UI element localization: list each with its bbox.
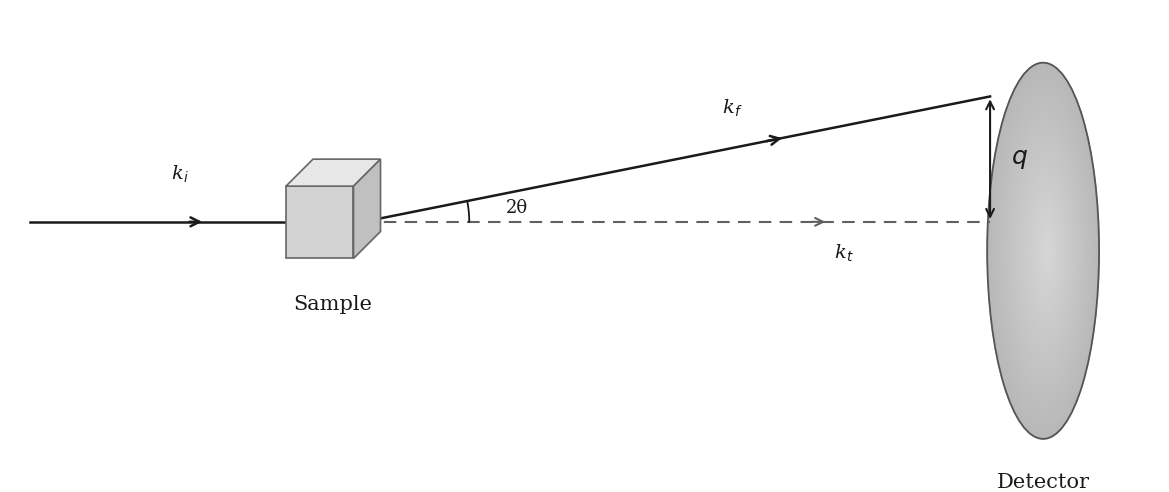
Text: $q$: $q$ — [1011, 148, 1029, 171]
Ellipse shape — [989, 67, 1098, 434]
Ellipse shape — [1022, 171, 1070, 331]
Ellipse shape — [1036, 213, 1058, 288]
Ellipse shape — [1045, 242, 1050, 260]
Ellipse shape — [994, 82, 1094, 420]
Ellipse shape — [1005, 119, 1084, 382]
Ellipse shape — [1028, 189, 1064, 312]
Ellipse shape — [1021, 166, 1071, 336]
Ellipse shape — [1002, 110, 1086, 392]
Ellipse shape — [998, 95, 1090, 406]
Ellipse shape — [1043, 234, 1052, 267]
Ellipse shape — [1045, 244, 1050, 258]
Ellipse shape — [1017, 154, 1074, 347]
Ellipse shape — [1012, 140, 1078, 361]
Ellipse shape — [1030, 197, 1063, 305]
Ellipse shape — [1038, 220, 1056, 281]
Ellipse shape — [1035, 209, 1059, 293]
Ellipse shape — [1003, 112, 1086, 390]
Ellipse shape — [1024, 178, 1067, 324]
Ellipse shape — [1047, 248, 1049, 253]
Ellipse shape — [1033, 206, 1060, 295]
Ellipse shape — [1032, 201, 1061, 300]
Ellipse shape — [1002, 107, 1087, 394]
Polygon shape — [286, 186, 353, 258]
Ellipse shape — [1036, 215, 1057, 286]
Ellipse shape — [989, 70, 1098, 432]
Ellipse shape — [1035, 211, 1059, 291]
Ellipse shape — [1011, 138, 1079, 364]
Ellipse shape — [991, 74, 1095, 427]
Ellipse shape — [1015, 147, 1075, 354]
Ellipse shape — [996, 89, 1092, 413]
Ellipse shape — [1030, 194, 1063, 307]
Ellipse shape — [1022, 168, 1070, 333]
Text: k$_{i}$: k$_{i}$ — [171, 164, 188, 185]
Ellipse shape — [987, 62, 1099, 439]
Ellipse shape — [1004, 117, 1085, 385]
Ellipse shape — [1010, 136, 1079, 366]
Ellipse shape — [1023, 176, 1068, 326]
Ellipse shape — [1018, 159, 1073, 342]
Ellipse shape — [988, 65, 1099, 436]
Ellipse shape — [996, 91, 1092, 411]
Ellipse shape — [1044, 239, 1051, 263]
Polygon shape — [353, 159, 380, 258]
Ellipse shape — [1019, 164, 1072, 338]
Ellipse shape — [1026, 185, 1066, 316]
Ellipse shape — [999, 103, 1088, 399]
Ellipse shape — [1042, 232, 1053, 270]
Text: k$_{t}$: k$_{t}$ — [833, 243, 853, 264]
Ellipse shape — [1040, 227, 1054, 274]
Ellipse shape — [1043, 237, 1051, 265]
Ellipse shape — [1019, 161, 1072, 340]
Ellipse shape — [994, 84, 1093, 418]
Ellipse shape — [1040, 230, 1053, 272]
Ellipse shape — [1017, 157, 1073, 345]
Text: Sample: Sample — [293, 295, 373, 314]
Text: Detector: Detector — [997, 473, 1090, 492]
Ellipse shape — [997, 93, 1091, 408]
Ellipse shape — [1012, 143, 1077, 359]
Ellipse shape — [995, 86, 1093, 415]
Ellipse shape — [991, 77, 1095, 425]
Ellipse shape — [1037, 218, 1057, 284]
Ellipse shape — [1010, 133, 1080, 369]
Ellipse shape — [999, 100, 1088, 401]
Ellipse shape — [1038, 222, 1056, 279]
Ellipse shape — [1031, 199, 1061, 303]
Ellipse shape — [1025, 183, 1066, 319]
Text: k$_{f}$: k$_{f}$ — [721, 98, 742, 119]
Ellipse shape — [1023, 173, 1068, 328]
Ellipse shape — [1015, 150, 1075, 352]
Ellipse shape — [1007, 122, 1082, 380]
Ellipse shape — [1008, 126, 1081, 375]
Ellipse shape — [998, 98, 1090, 403]
Ellipse shape — [1039, 225, 1054, 277]
Ellipse shape — [1014, 145, 1077, 357]
Ellipse shape — [1025, 180, 1067, 321]
Polygon shape — [286, 159, 380, 186]
Ellipse shape — [1001, 105, 1087, 397]
Ellipse shape — [1009, 128, 1081, 373]
Ellipse shape — [1028, 187, 1065, 314]
Ellipse shape — [990, 72, 1097, 430]
Ellipse shape — [1032, 204, 1060, 298]
Ellipse shape — [992, 79, 1094, 423]
Ellipse shape — [1004, 115, 1085, 387]
Ellipse shape — [1007, 124, 1082, 378]
Ellipse shape — [1016, 152, 1074, 349]
Text: 2θ: 2θ — [506, 199, 527, 216]
Ellipse shape — [1029, 192, 1064, 309]
Ellipse shape — [1009, 131, 1080, 370]
Ellipse shape — [1046, 246, 1049, 255]
